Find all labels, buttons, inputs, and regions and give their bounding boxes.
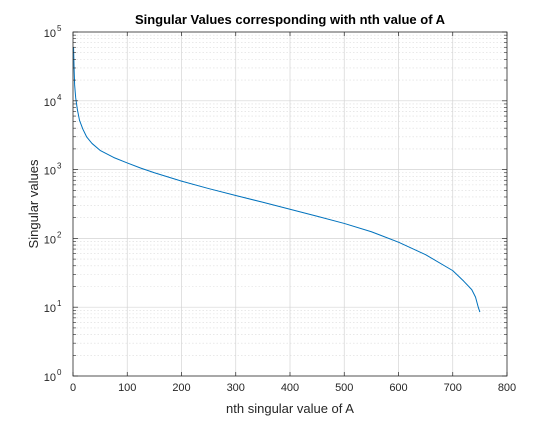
x-tick-label: 200 [172,382,190,394]
y-tick-exponent: 1 [57,299,62,308]
y-tick-label: 10 3 [44,162,62,178]
y-tick-base: 10 [44,28,56,40]
y-tick-exponent: 3 [57,162,62,171]
series-line [73,47,481,313]
y-tick-label: 10 0 [44,368,62,384]
y-tick-exponent: 0 [57,368,62,377]
chart-title: Singular Values corresponding with nth v… [135,12,446,27]
x-tick-label: 800 [498,382,516,394]
y-tick-exponent: 5 [57,24,62,33]
y-tick-label: 10 5 [44,24,62,40]
y-axis-label: Singular values [26,159,41,248]
y-tick-base: 10 [44,166,56,178]
y-tick-label: 10 1 [44,299,62,315]
y-tick-label: 10 4 [44,93,62,109]
y-tick-base: 10 [44,303,56,315]
grid-layer [73,32,507,376]
series-layer [73,47,481,313]
y-tick-exponent: 2 [57,230,62,239]
x-tick-label: 300 [227,382,245,394]
y-tick-exponent: 4 [57,93,62,102]
y-tick-base: 10 [44,234,56,246]
x-tick-label: 700 [444,382,462,394]
x-tick-label: 400 [281,382,299,394]
x-tick-label: 0 [70,382,76,394]
x-tick-label: 100 [118,382,136,394]
y-tick-base: 10 [44,97,56,109]
y-tick-label: 10 2 [44,230,62,246]
y-tick-base: 10 [44,372,56,384]
x-tick-label: 500 [335,382,353,394]
x-tick-label: 600 [389,382,407,394]
x-axis-label: nth singular value of A [226,401,354,416]
